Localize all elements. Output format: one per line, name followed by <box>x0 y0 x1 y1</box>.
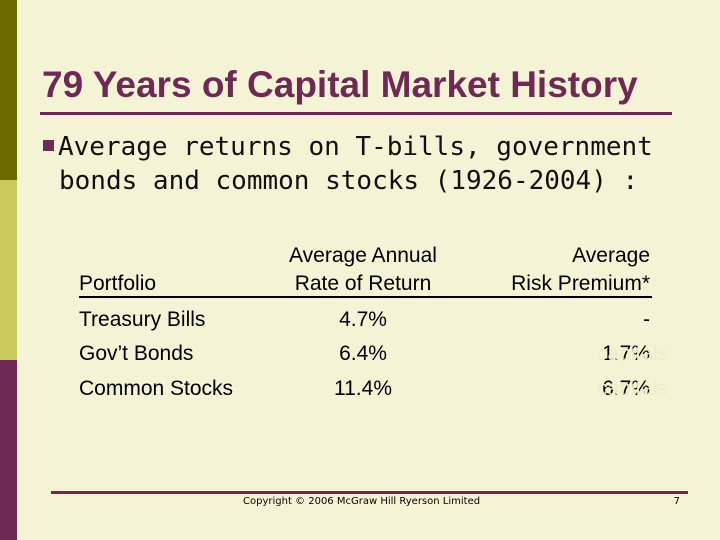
bullet-text-line2: bonds and common stocks (1926-2004) : <box>59 166 639 196</box>
row-common-stocks-portfolio: Common Stocks <box>79 377 234 400</box>
sidebar-stripe-top <box>0 0 17 180</box>
table-header-rule <box>79 296 652 298</box>
row-treasury-return: 4.7% <box>339 308 387 331</box>
square-bullet-icon <box>43 140 54 151</box>
row-govt-bonds-ghost-text: capitals <box>597 342 669 365</box>
page-number: 7 <box>673 496 680 507</box>
row-govt-bonds-return: 6.4% <box>339 342 387 365</box>
header-premium-line2: Risk Premium* <box>511 272 650 295</box>
sidebar-stripe-bottom <box>0 360 17 540</box>
row-common-stocks-ghost-text: capitals <box>597 377 669 400</box>
sidebar-stripe-middle <box>0 180 17 360</box>
header-portfolio: Portfolio <box>79 272 157 295</box>
row-treasury-premium: - <box>643 308 650 331</box>
header-return-line2: Rate of Return <box>294 272 432 295</box>
title-underline <box>40 112 672 115</box>
slide-title: 79 Years of Capital Market History <box>42 64 638 105</box>
row-treasury-portfolio: Treasury Bills <box>79 308 206 331</box>
header-premium-line1: Average <box>572 244 650 267</box>
row-common-stocks-return: 11.4% <box>334 377 392 400</box>
row-govt-bonds-portfolio: Gov’t Bonds <box>79 342 194 365</box>
row-common-stocks-premium: 6.7% <box>602 377 650 400</box>
bullet-text-line1: Average returns on T-bills, government <box>58 132 653 162</box>
bullet-point: Average returns on T-bills, government b… <box>43 130 683 198</box>
header-return-line1: Average Annual <box>289 244 437 267</box>
footer-rule <box>51 491 688 494</box>
row-govt-bonds-premium: 1.7% <box>602 342 650 365</box>
copyright-text: Copyright © 2006 McGraw Hill Ryerson Lim… <box>243 496 481 507</box>
